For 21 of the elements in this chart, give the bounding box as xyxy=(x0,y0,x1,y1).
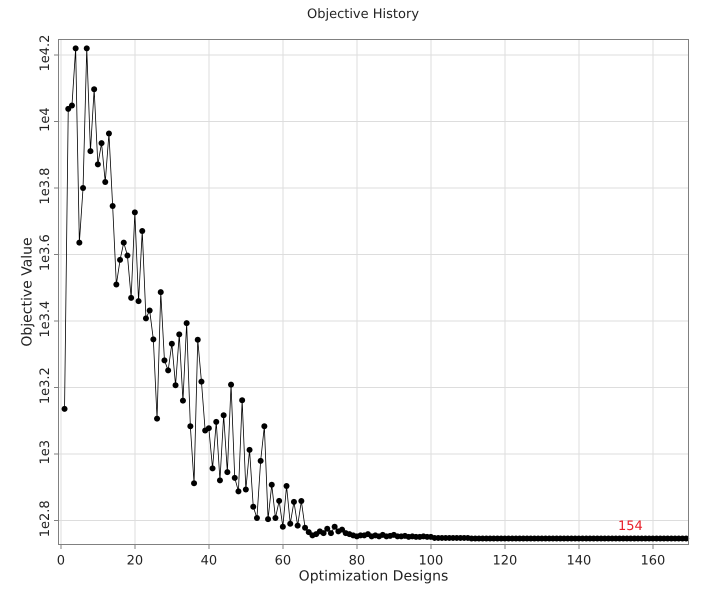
y-tick-label: 1e3.4 xyxy=(38,300,53,338)
x-tick-label: 20 xyxy=(126,554,144,569)
x-tick-label: 40 xyxy=(200,554,218,569)
x-tick-label: 60 xyxy=(274,554,292,569)
x-tick-label: 120 xyxy=(492,554,518,569)
y-tick-label: 1e3.8 xyxy=(38,168,53,205)
x-axis-title: Optimization Designs xyxy=(298,568,448,585)
annotation: 154 xyxy=(618,519,643,534)
y-tick-label: 1e4.2 xyxy=(38,34,53,72)
x-tick-label: 140 xyxy=(566,554,592,569)
x-tick-label: 0 xyxy=(56,554,65,569)
y-tick-label: 1e3 xyxy=(38,440,53,464)
x-tick-label: 100 xyxy=(418,554,444,569)
y-tick-label: 1e4 xyxy=(38,107,53,132)
y-tick-label: 1e2.8 xyxy=(38,500,53,538)
y-tick-label: 1e3.6 xyxy=(38,234,53,272)
y-axis-title: Objective Value xyxy=(19,237,36,347)
x-tick-label: 160 xyxy=(640,554,666,569)
x-tick-label: 80 xyxy=(348,554,366,569)
y-tick-label: 1e3.2 xyxy=(38,367,53,404)
chart-title: Objective History xyxy=(306,6,420,22)
